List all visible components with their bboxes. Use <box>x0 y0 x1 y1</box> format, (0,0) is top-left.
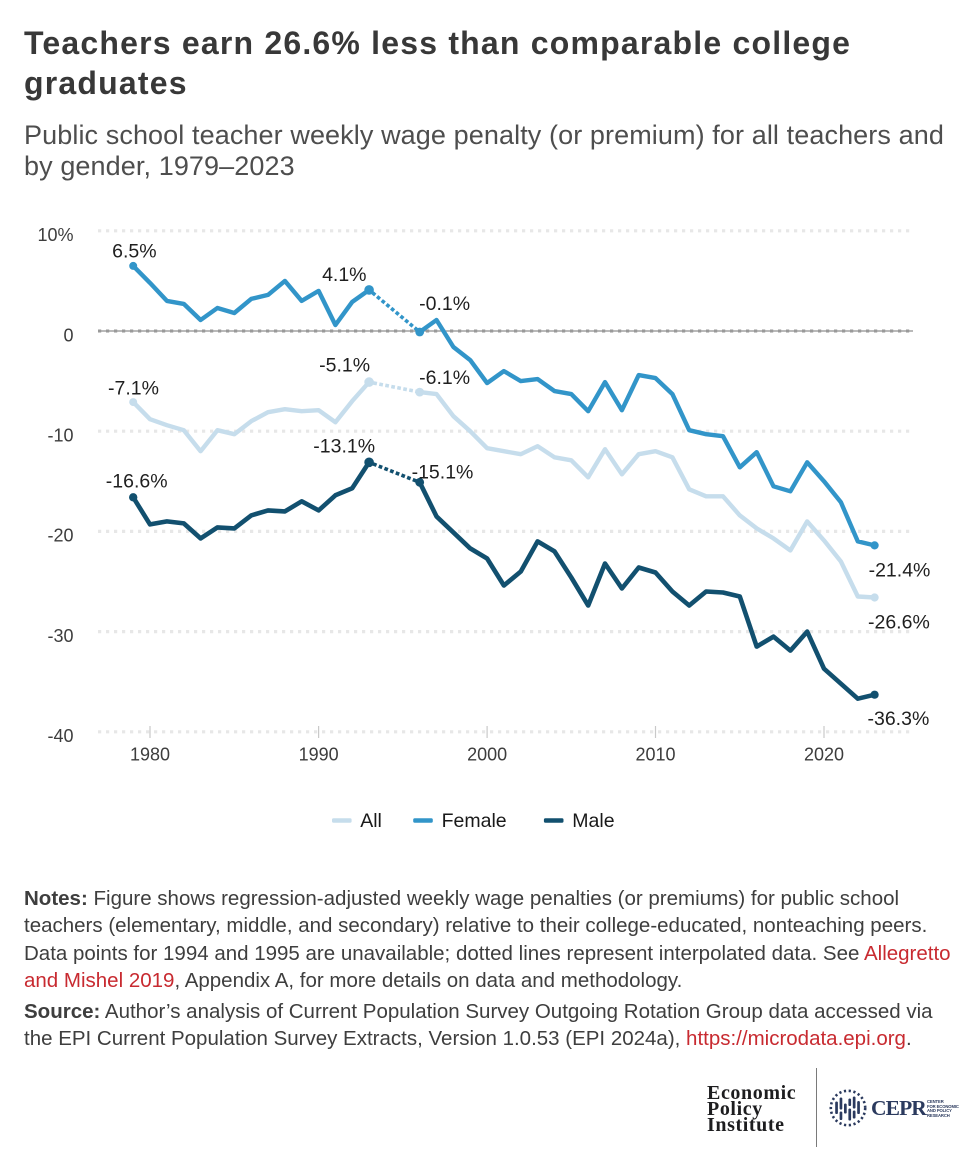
svg-text:-20: -20 <box>47 526 73 546</box>
svg-text:Female: Female <box>442 810 507 832</box>
svg-text:0: 0 <box>63 325 73 345</box>
svg-text:-13.1%: -13.1% <box>313 436 375 458</box>
svg-text:-26.6%: -26.6% <box>868 611 930 633</box>
svg-text:Male: Male <box>572 810 614 832</box>
svg-text:-5.1%: -5.1% <box>319 355 370 377</box>
svg-text:2020: 2020 <box>804 745 844 765</box>
svg-text:-0.1%: -0.1% <box>419 293 470 315</box>
svg-text:-6.1%: -6.1% <box>419 367 470 389</box>
svg-text:1980: 1980 <box>130 745 170 765</box>
svg-text:All: All <box>360 810 382 832</box>
svg-text:-16.6%: -16.6% <box>106 471 168 493</box>
svg-text:-30: -30 <box>47 626 73 646</box>
svg-text:-21.4%: -21.4% <box>869 559 931 581</box>
svg-text:2010: 2010 <box>635 745 675 765</box>
svg-text:4.1%: 4.1% <box>322 264 366 286</box>
svg-text:-7.1%: -7.1% <box>108 378 159 400</box>
svg-text:1990: 1990 <box>299 745 339 765</box>
svg-text:6.5%: 6.5% <box>112 241 156 263</box>
svg-text:-15.1%: -15.1% <box>412 462 474 484</box>
svg-text:-36.3%: -36.3% <box>868 708 930 730</box>
svg-text:10%: 10% <box>37 225 73 245</box>
svg-text:2000: 2000 <box>467 745 507 765</box>
svg-text:-40: -40 <box>47 726 73 746</box>
svg-text:-10: -10 <box>47 426 73 446</box>
